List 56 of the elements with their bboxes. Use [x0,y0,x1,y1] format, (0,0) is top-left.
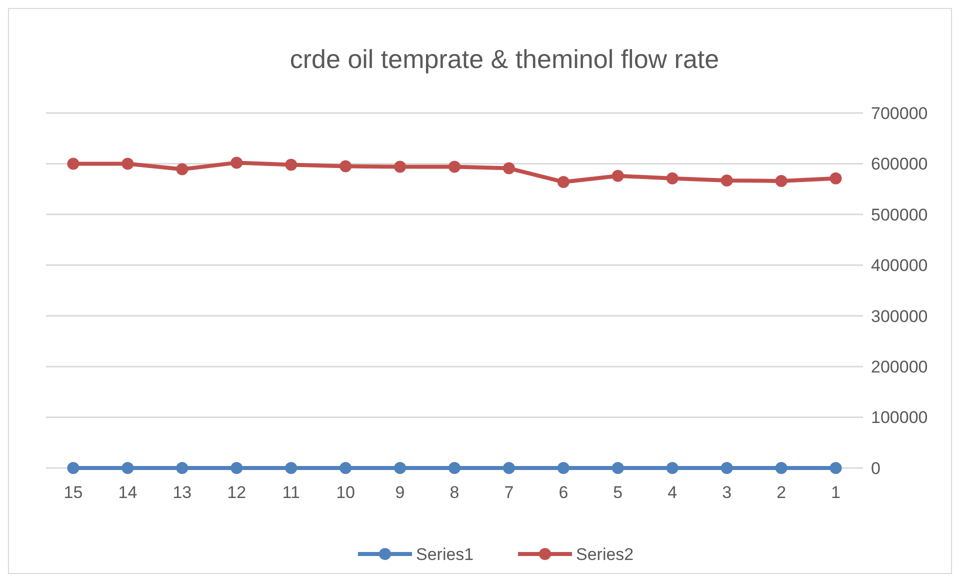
x-tick-label: 5 [613,483,623,502]
point [775,462,788,474]
point [340,462,352,474]
y-tick-label: 400000 [871,256,928,276]
point [340,160,352,172]
point [502,462,515,474]
y-tick-label: 0 [871,458,880,478]
x-tick-label: 10 [336,483,356,502]
y-tick-label: 100000 [871,408,928,428]
x-tick-label: 9 [395,483,405,502]
x-tick-label: 7 [504,483,514,502]
point [612,170,624,182]
point [666,462,678,474]
point [830,462,842,474]
point [720,174,733,186]
point [230,156,243,169]
point [557,462,570,474]
point [830,172,842,184]
x-tick-label: 8 [450,483,460,502]
point [67,462,80,474]
x-tick-label: 14 [118,483,138,502]
point [285,462,298,474]
point [394,462,406,474]
chart-title: crde oil temprate & theminol flow rate [290,44,720,74]
x-tick-label: 2 [776,483,786,502]
x-tick-label: 12 [227,483,246,502]
point [122,462,134,474]
point [502,162,515,174]
point [176,163,188,176]
legend-label: Series2 [576,544,634,564]
point [285,158,298,171]
x-tick-label: 6 [558,483,568,502]
x-tick-label: 3 [722,483,732,502]
x-tick-label: 4 [668,483,678,502]
point [394,160,406,173]
y-tick-label: 600000 [871,154,928,174]
point [67,158,80,170]
y-tick-label: 700000 [871,104,928,123]
point [557,176,570,188]
point [448,160,460,173]
point [448,462,460,474]
point [176,462,188,474]
point [612,462,624,474]
legend-label: Series1 [416,544,474,564]
point [720,462,733,474]
x-tick-label: 1 [831,483,840,502]
point [230,462,243,474]
x-tick-label: 11 [282,483,300,502]
y-tick-label: 500000 [871,205,928,224]
point [666,172,678,184]
x-tick-label: 13 [172,483,192,502]
x-tick-label: 15 [64,483,83,502]
y-tick-label: 200000 [871,358,928,377]
point [122,158,134,170]
y-tick-label: 300000 [871,306,928,326]
point [775,174,788,187]
